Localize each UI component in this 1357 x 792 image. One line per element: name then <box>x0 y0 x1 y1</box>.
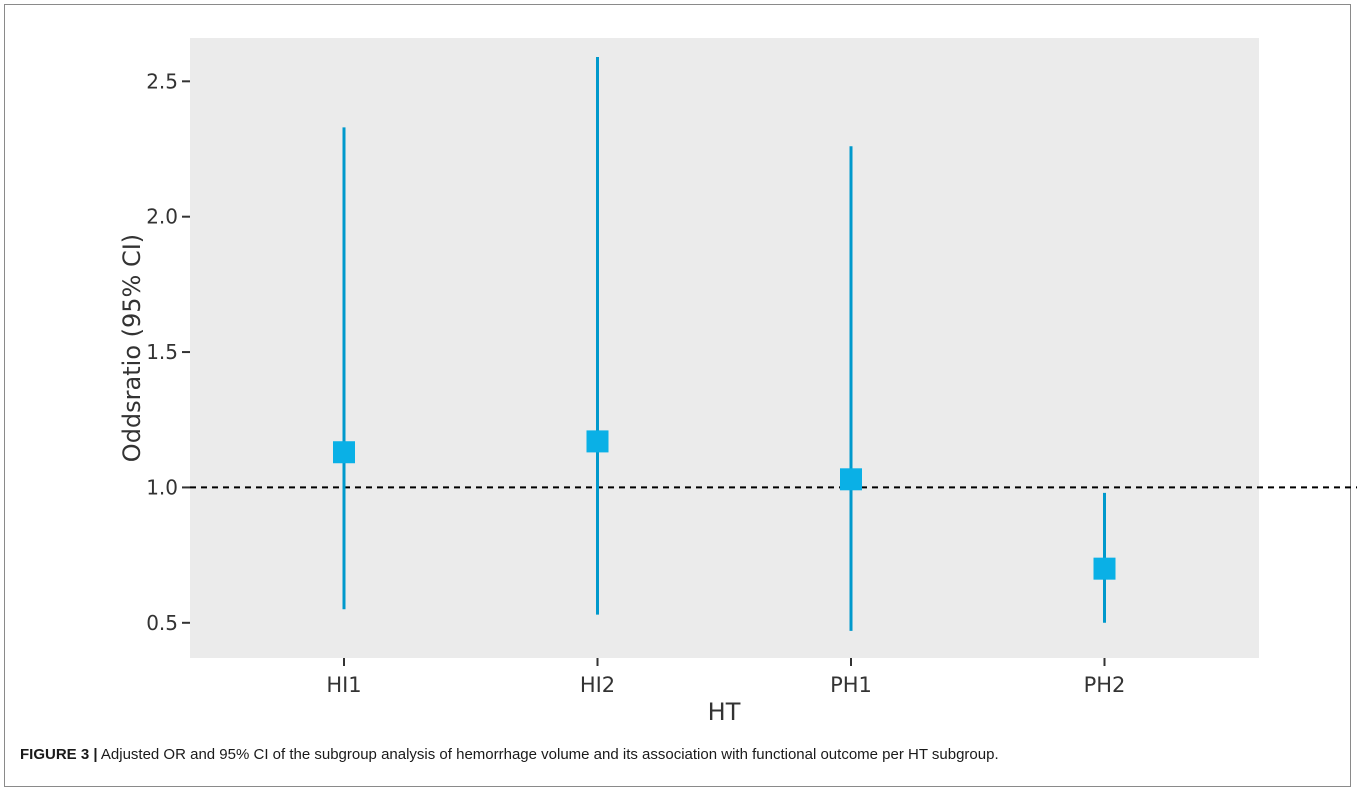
x-axis: HI1 HI2 PH1 PH2 <box>326 658 1125 697</box>
x-tick-label: PH2 <box>1084 673 1126 697</box>
x-tick-label: HI2 <box>580 673 615 697</box>
y-tick-label: 0.5 <box>146 611 178 635</box>
plot-panel <box>190 38 1259 658</box>
figure-caption-text: Adjusted OR and 95% CI of the subgroup a… <box>100 746 999 763</box>
figure-label: FIGURE 3 | <box>20 746 98 763</box>
point-estimate <box>840 468 862 491</box>
y-tick-label: 1.5 <box>146 340 178 364</box>
y-tick-label: 1.0 <box>146 475 178 499</box>
point-estimate <box>586 430 609 453</box>
figure-caption: FIGURE 3 | Adjusted OR and 95% CI of the… <box>20 746 1340 763</box>
y-tick-label: 2.0 <box>146 205 178 229</box>
point-estimate <box>1093 557 1116 580</box>
x-axis-title: HT <box>708 698 741 726</box>
forest-plot: 0.5 1.0 1.5 2.0 2.5 HI1 HI2 PH1 PH2 HT Oddsrati… <box>118 38 1357 726</box>
data-marks <box>333 56 1116 631</box>
y-axis: 0.5 1.0 1.5 2.0 2.5 <box>146 69 190 635</box>
y-axis-title: Oddsratio (95% CI) <box>118 234 146 462</box>
y-tick-label: 2.5 <box>146 69 178 93</box>
point-estimate <box>333 441 355 464</box>
x-tick-label: PH1 <box>830 673 872 697</box>
x-tick-label: HI1 <box>326 673 361 697</box>
